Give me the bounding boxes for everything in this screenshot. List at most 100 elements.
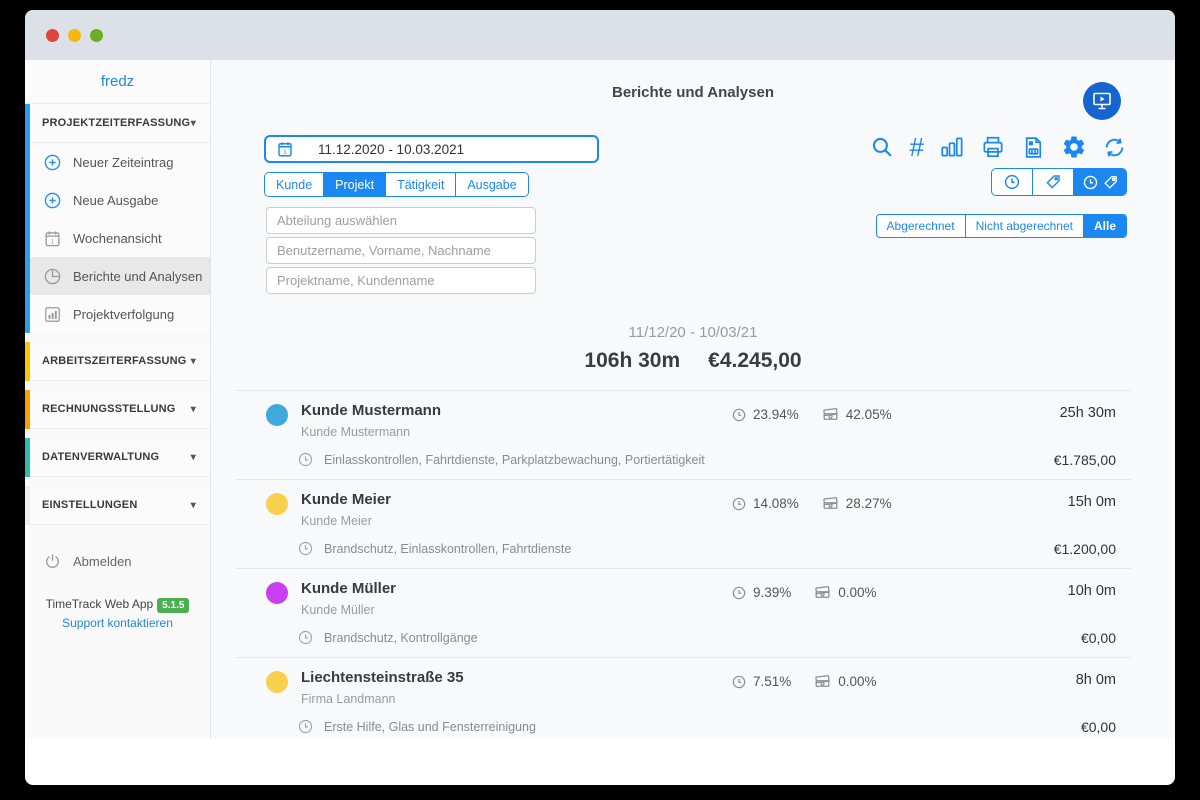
sidebar-item-neue-ausgabe[interactable]: Neue Ausgabe — [30, 181, 210, 219]
print-icon[interactable] — [980, 134, 1006, 160]
row-duration: 8h 0m — [1075, 672, 1116, 688]
section-header-projektzeiterfassung[interactable]: PROJEKTZEITERFASSUNG ▾ — [30, 104, 210, 143]
pie-chart-icon — [43, 267, 62, 286]
money-percentage: 0.00% — [838, 585, 877, 600]
mode-time-and-expense-segment[interactable] — [1074, 169, 1126, 195]
sidebar-section-einstellungen: EINSTELLUNGEN ▾ — [25, 486, 210, 525]
app-window: fredz PROJEKTZEITERFASSUNG ▾ Neuer Zeite… — [25, 10, 1175, 785]
sidebar-footer: TimeTrack Web App 5.1.5 Support kontaktie… — [25, 597, 210, 630]
sidebar-section-rechnungsstellung: RECHNUNGSSTELLUNG ▾ — [25, 390, 210, 429]
hash-icon[interactable]: # — [909, 132, 924, 162]
sidebar-item-wochenansicht[interactable]: 1 Wochenansicht — [30, 219, 210, 257]
clock-icon — [1003, 173, 1021, 191]
date-range-picker[interactable]: 1 11.12.2020 - 10.03.2021 — [264, 135, 599, 163]
customer-subtitle: Firma Landmann — [301, 692, 396, 706]
time-percentage: 9.39% — [753, 585, 792, 600]
tab-taetigkeit[interactable]: Tätigkeit — [386, 173, 457, 196]
chevron-down-icon: ▾ — [190, 499, 196, 511]
tab-projekt[interactable]: Projekt — [324, 173, 387, 196]
section-header-datenverwaltung[interactable]: DATENVERWALTUNG ▾ — [30, 438, 210, 477]
svg-text:1: 1 — [51, 238, 55, 245]
table-row[interactable]: Kunde Meier Kunde Meier 14.08% 28.27% 15… — [236, 479, 1131, 568]
version-badge: 5.1.5 — [157, 598, 190, 613]
close-window-button[interactable] — [46, 28, 59, 42]
customer-subtitle: Kunde Müller — [301, 603, 375, 617]
logout-button[interactable]: Abmelden — [25, 552, 210, 571]
row-duration: 25h 30m — [1059, 405, 1116, 421]
customer-title: Kunde Mustermann — [301, 402, 442, 419]
tag-icon — [1102, 174, 1119, 191]
support-link[interactable]: Support kontaktieren — [62, 616, 173, 630]
plus-circle-icon — [43, 191, 62, 210]
clock-icon — [731, 407, 747, 423]
report-toolbar: # — [870, 132, 1127, 162]
billing-status-toggle: Abgerechnet Nicht abgerechnet Alle — [875, 214, 1127, 238]
sidebar-section-arbeitszeiterfassung: ARBEITSZEITERFASSUNG ▾ — [25, 342, 210, 381]
monitor-play-icon — [1090, 89, 1114, 113]
plus-circle-icon — [43, 153, 62, 172]
chevron-down-icon: ▾ — [190, 403, 196, 415]
minimize-window-button[interactable] — [68, 28, 81, 42]
sidebar-item-berichte-und-analysen[interactable]: Berichte und Analysen — [30, 257, 210, 295]
clock-icon — [731, 585, 747, 601]
csv-export-icon[interactable] — [1021, 135, 1046, 160]
zoom-window-button[interactable] — [90, 28, 103, 42]
settings-gear-icon[interactable] — [1061, 134, 1087, 160]
clock-icon — [297, 451, 314, 468]
row-activities: Brandschutz, Einlasskontrollen, Fahrtdie… — [324, 541, 572, 556]
main-content: Berichte und Analysen 1 11.12.2020 - 10.… — [211, 60, 1175, 738]
money-percentage: 42.05% — [845, 407, 892, 422]
sidebar: fredz PROJEKTZEITERFASSUNG ▾ Neuer Zeite… — [25, 60, 211, 738]
refresh-icon[interactable] — [1102, 135, 1127, 160]
row-activities: Einlasskontrollen, Fahrtdienste, Parkpla… — [324, 452, 705, 467]
money-icon — [813, 583, 832, 602]
clock-icon — [297, 540, 314, 557]
table-row[interactable]: Kunde Müller Kunde Müller 9.39% 0.00% 10… — [236, 568, 1131, 657]
money-percentage: 28.27% — [845, 496, 892, 511]
clock-icon — [1082, 174, 1099, 191]
customer-title: Liechtensteinstraße 35 — [301, 669, 464, 686]
section-header-einstellungen[interactable]: EINSTELLUNGEN ▾ — [30, 486, 210, 525]
time-percentage: 7.51% — [753, 674, 792, 689]
clock-icon — [731, 674, 747, 690]
section-header-arbeitszeiterfassung[interactable]: ARBEITSZEITERFASSUNG ▾ — [30, 342, 210, 381]
customer-subtitle: Kunde Mustermann — [301, 425, 411, 439]
user-filter-input[interactable] — [266, 237, 536, 264]
chart-view-icon[interactable] — [939, 134, 965, 160]
tutorial-button[interactable] — [1083, 82, 1121, 120]
billing-alle-button[interactable]: Alle — [1083, 215, 1126, 237]
clock-icon — [297, 718, 314, 735]
table-row[interactable]: Liechtensteinstraße 35 Firma Landmann 7.… — [236, 657, 1131, 738]
money-icon — [821, 494, 840, 513]
report-type-tabs: Kunde Projekt Tätigkeit Ausgabe — [264, 172, 529, 197]
time-percentage: 23.94% — [753, 407, 799, 422]
billing-nicht-abgerechnet-button[interactable]: Nicht abgerechnet — [966, 215, 1084, 237]
svg-text:1: 1 — [283, 150, 287, 156]
project-filter-input[interactable] — [266, 267, 536, 294]
chevron-down-icon: ▾ — [190, 117, 196, 129]
calendar-icon: 1 — [276, 140, 294, 158]
power-icon — [43, 552, 62, 571]
billing-abgerechnet-button[interactable]: Abgerechnet — [877, 215, 966, 237]
sidebar-section-datenverwaltung: DATENVERWALTUNG ▾ — [25, 438, 210, 477]
department-filter-input[interactable] — [266, 207, 536, 234]
sidebar-item-neuer-zeiteintrag[interactable]: Neuer Zeiteintrag — [30, 143, 210, 181]
tag-icon — [1044, 173, 1062, 191]
chevron-down-icon: ▾ — [190, 355, 196, 367]
table-row[interactable]: Kunde Mustermann Kunde Mustermann 23.94%… — [236, 390, 1131, 479]
mode-expense-segment[interactable] — [1033, 169, 1074, 195]
summary-total-amount: €4.245,00 — [708, 349, 802, 372]
search-icon[interactable] — [870, 135, 895, 160]
username-label: fredz — [25, 60, 210, 104]
page-title: Berichte und Analysen — [612, 84, 774, 101]
tab-kunde[interactable]: Kunde — [265, 173, 325, 196]
tab-ausgabe[interactable]: Ausgabe — [456, 173, 528, 196]
section-header-rechnungsstellung[interactable]: RECHNUNGSSTELLUNG ▾ — [30, 390, 210, 429]
sidebar-item-projektverfolgung[interactable]: Projektverfolgung — [30, 295, 210, 333]
calendar-icon: 1 — [43, 229, 62, 248]
app-name-label: TimeTrack Web App — [45, 597, 154, 611]
row-amount: €0,00 — [1080, 718, 1116, 735]
mode-time-segment[interactable] — [992, 169, 1033, 195]
row-activities: Brandschutz, Kontrollgänge — [324, 630, 478, 645]
time-expense-mode-toggle — [991, 168, 1127, 196]
